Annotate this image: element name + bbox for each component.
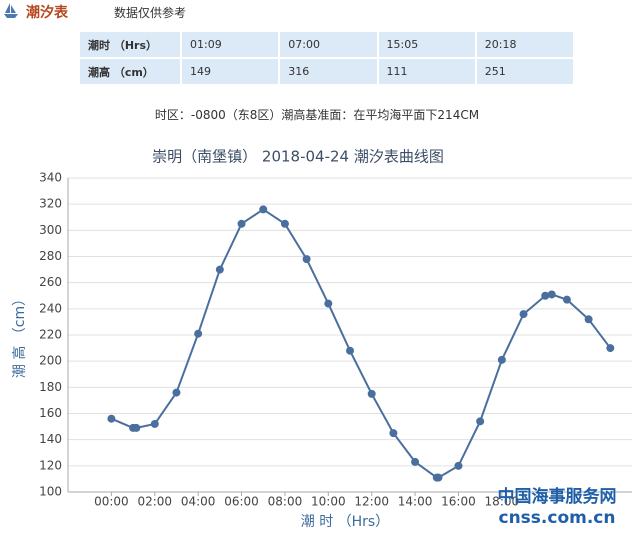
x-tick-label: 12:00	[354, 495, 389, 509]
point	[150, 419, 159, 428]
point	[259, 205, 268, 214]
watermark: cnss.com.cn	[499, 508, 616, 528]
point	[129, 423, 138, 432]
cell: 15:05	[376, 30, 477, 59]
y-tick-label: 260	[39, 275, 62, 289]
watermark: 中国海事服务网	[498, 486, 617, 507]
cell: 20:18	[474, 30, 576, 59]
y-tick-label: 180	[39, 380, 62, 394]
cell: 251	[474, 57, 576, 86]
x-tick-label: 00:00	[94, 495, 129, 509]
point	[434, 473, 443, 482]
x-tick-label: 14:00	[398, 495, 433, 509]
point	[215, 265, 224, 274]
point	[107, 414, 116, 423]
point	[584, 315, 593, 324]
point	[454, 461, 463, 470]
point	[324, 299, 333, 308]
y-tick-label: 140	[39, 432, 62, 446]
cell: 潮高 （cm）	[78, 57, 182, 86]
x-tick-label: 16:00	[441, 495, 476, 509]
header-icon	[4, 3, 18, 18]
y-tick-label: 220	[39, 328, 62, 342]
cell: 07:00	[278, 30, 379, 59]
point	[172, 388, 181, 397]
point	[547, 290, 556, 299]
y-tick-label: 300	[39, 223, 62, 237]
y-tick-label: 280	[39, 249, 62, 263]
tide-table: 潮时 （Hrs） 01:09 07:00 15:05 20:18 潮高 （cm） 149 3…	[78, 30, 576, 86]
point	[541, 291, 550, 300]
timezone-note: 时区：-0800（东8区）潮高基准面：在平均海平面下214CM	[154, 108, 480, 122]
y-axis-label: 潮 高 （cm）	[11, 292, 28, 378]
x-tick-label: 06:00	[224, 495, 259, 509]
x-tick-label: 04:00	[181, 495, 216, 509]
cell: 111	[376, 57, 477, 86]
chart-title: 崇明（南堡镇） 2018-04-24 潮汐表曲线图	[152, 148, 444, 166]
x-tick-label: 18:00	[485, 495, 520, 509]
point	[194, 329, 203, 338]
point	[497, 355, 506, 364]
point	[519, 310, 528, 319]
point	[132, 423, 141, 432]
cell: 潮时 （Hrs）	[78, 30, 182, 59]
point	[367, 389, 376, 398]
cell: 316	[278, 57, 379, 86]
point	[237, 219, 246, 228]
y-tick-label: 100	[39, 485, 62, 499]
y-tick-label: 340	[39, 171, 62, 185]
x-tick-label: 08:00	[268, 495, 303, 509]
point	[389, 429, 398, 438]
y-tick-label: 120	[39, 458, 62, 472]
point	[302, 255, 311, 264]
point	[411, 457, 420, 466]
x-tick-label: 02:00	[137, 495, 172, 509]
point	[432, 473, 441, 482]
cell: 149	[179, 57, 281, 86]
point	[280, 219, 289, 228]
y-tick-label: 240	[39, 301, 62, 315]
point	[476, 417, 485, 426]
cell: 01:09	[179, 30, 281, 59]
header-note: 数据仅供参考	[114, 6, 187, 20]
point	[562, 295, 571, 304]
line	[110, 208, 612, 479]
x-axis-label: 潮 时 （Hrs）	[301, 514, 389, 530]
header-title: 潮汐表	[26, 5, 68, 21]
point	[606, 344, 615, 353]
y-tick-label: 200	[39, 354, 62, 368]
y-tick-label: 320	[39, 197, 62, 211]
y-tick-label: 160	[39, 406, 62, 420]
header: 潮汐表 数据仅供参考	[0, 0, 634, 24]
point	[346, 346, 354, 355]
x-tick-label: 10:00	[311, 495, 346, 509]
